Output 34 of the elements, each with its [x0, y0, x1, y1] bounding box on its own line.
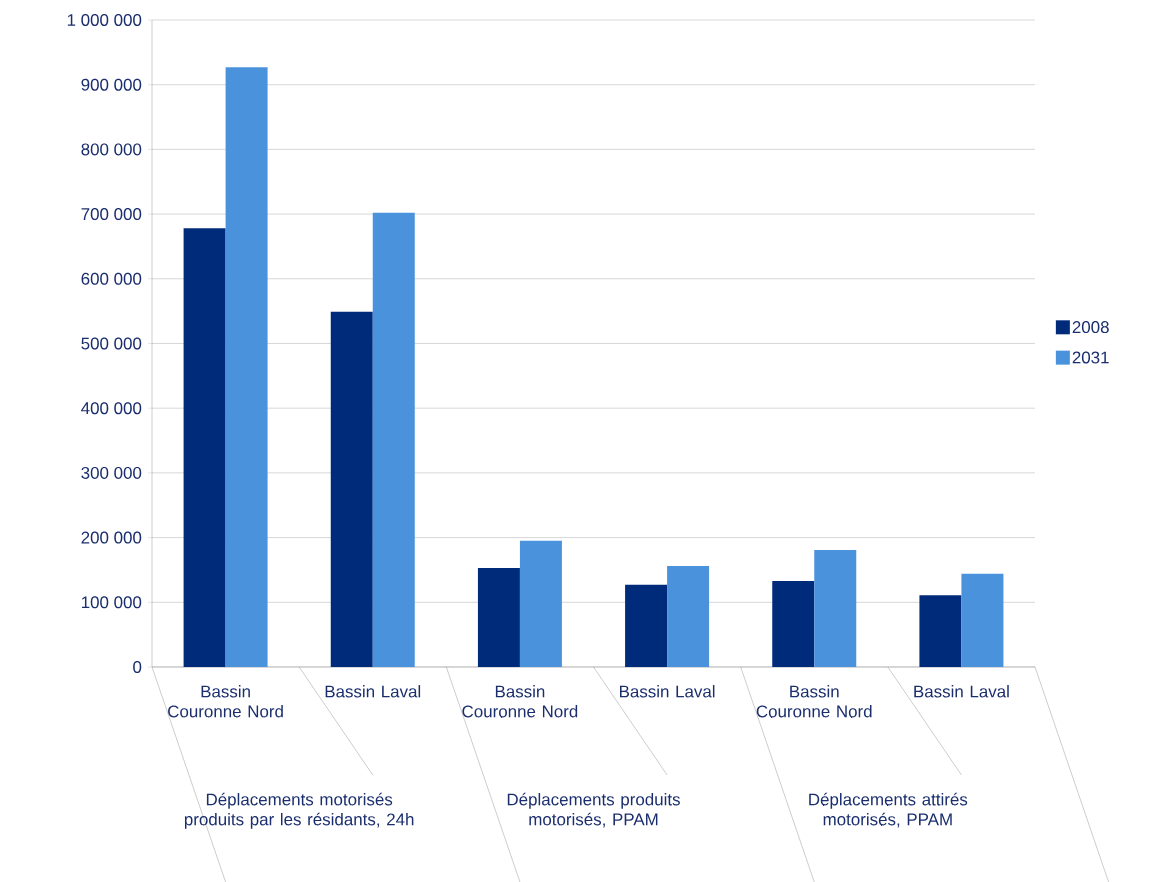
y-tick-label: 500 000	[81, 337, 142, 350]
y-tick-label: 400 000	[81, 402, 142, 415]
bar	[625, 584, 668, 667]
legend-label: 2008	[1072, 321, 1109, 334]
y-tick-label: 0	[133, 660, 142, 673]
y-tick-label: 1 000 000	[67, 13, 142, 26]
text: Déplacements motorisés produits par les résidants, 24h	[184, 792, 414, 829]
bar	[372, 212, 415, 667]
bar	[772, 580, 815, 667]
bar	[814, 549, 857, 667]
bar	[183, 228, 226, 667]
x-tick-label: Bassin Couronne Nord	[462, 685, 578, 718]
bar	[961, 573, 1004, 667]
bar	[477, 567, 520, 667]
x-tick-label: Bassin Couronne Nord	[756, 685, 872, 718]
y-tick-label: 300 000	[81, 466, 142, 479]
y-tick-label: 900 000	[81, 78, 142, 91]
x-tick-label: Bassin Laval	[914, 685, 1009, 698]
y-tick-label: 700 000	[81, 208, 142, 221]
x-tick-label: Bassin Couronne Nord	[168, 685, 283, 718]
y-tick-label: 800 000	[81, 143, 142, 156]
legend-label: 2031	[1072, 351, 1109, 364]
bar	[225, 67, 268, 667]
bar	[667, 566, 710, 667]
bar	[519, 540, 562, 667]
text: Déplacements produits motorisés, PPAM	[507, 792, 680, 828]
bar	[330, 311, 373, 667]
y-tick-label: 200 000	[81, 531, 142, 544]
y-tick-label: 600 000	[81, 272, 142, 285]
y-tick-label: 100 000	[81, 596, 142, 609]
bar	[919, 595, 962, 667]
x-tick-label: Bassin Laval	[620, 685, 715, 698]
text: Déplacements attirés motorisés, PPAM	[809, 792, 968, 828]
x-tick-label: Bassin Laval	[325, 685, 421, 698]
